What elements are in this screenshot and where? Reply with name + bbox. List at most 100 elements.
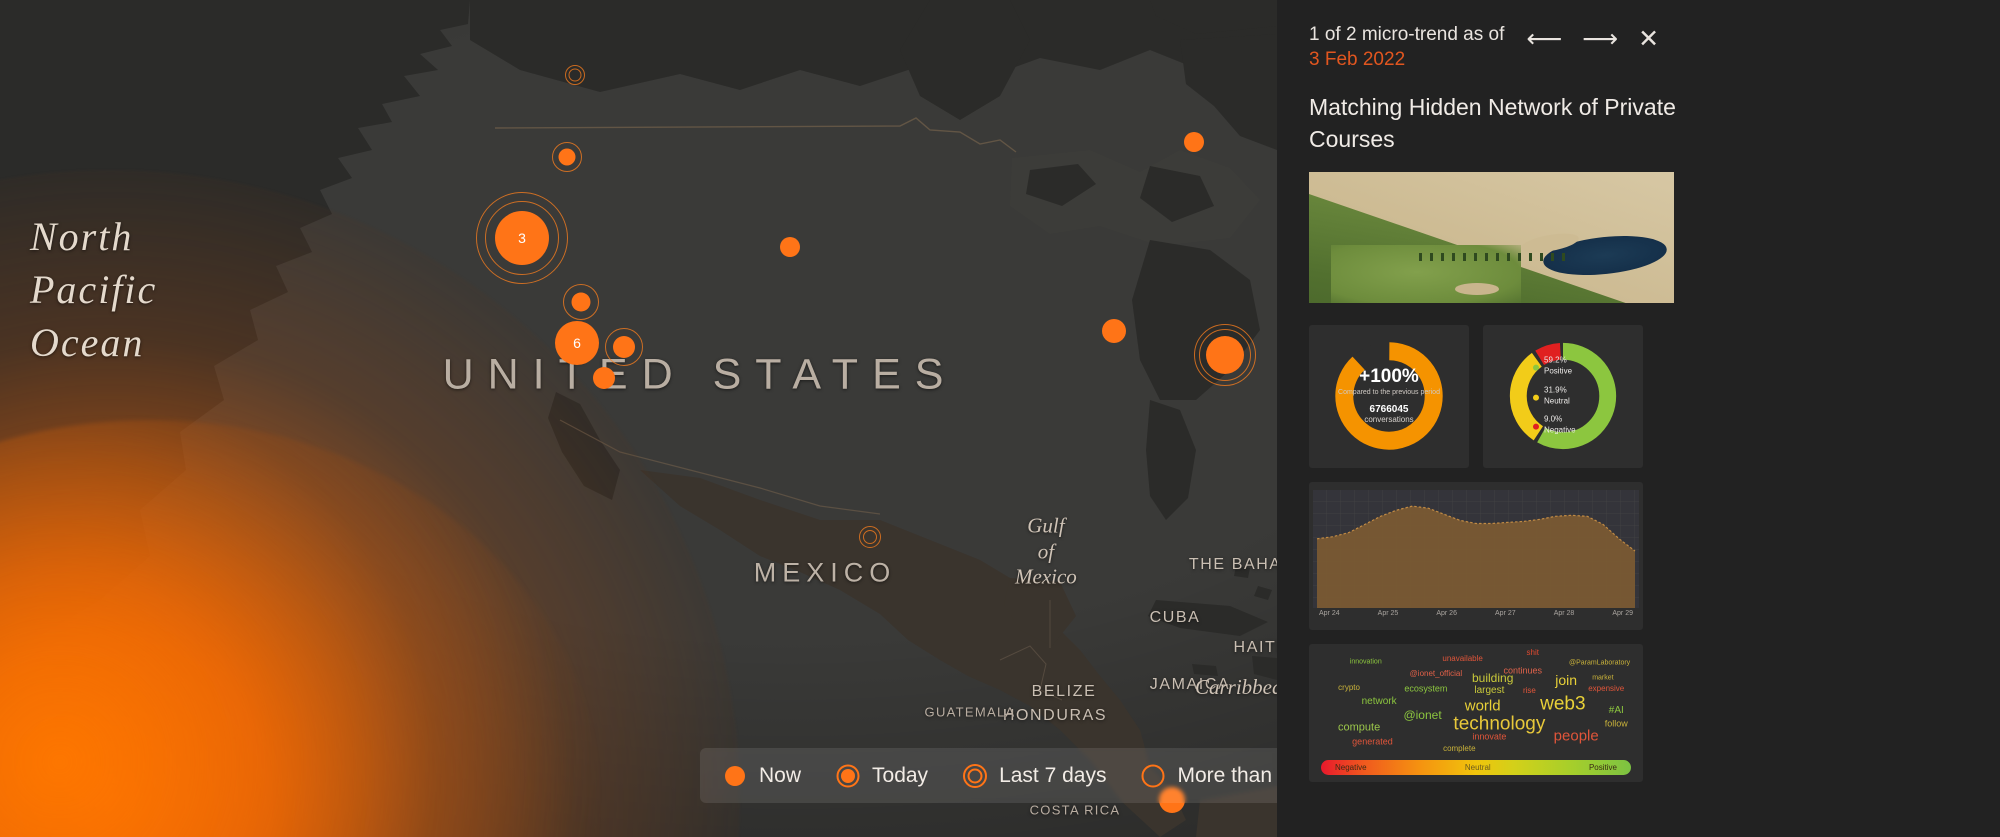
gradient-legend-negative: Negative	[1335, 762, 1367, 772]
cloud-word[interactable]: network	[1361, 695, 1397, 707]
cloud-word[interactable]: #AI	[1608, 705, 1624, 717]
map-marker-dot[interactable]	[613, 336, 635, 358]
cloud-word[interactable]: web3	[1540, 693, 1586, 715]
cloud-word[interactable]: innovation	[1349, 658, 1382, 666]
keyword-cloud[interactable]: innovation unavailable shit @ParamLaborator…	[1309, 644, 1643, 782]
map-marker[interactable]	[563, 284, 599, 320]
map-marker[interactable]	[552, 142, 582, 172]
map-marker-dot[interactable]	[558, 148, 576, 166]
map-marker-dot[interactable]	[1102, 319, 1126, 343]
cloud-word[interactable]: @ParamLaboratory	[1568, 659, 1631, 667]
sentiment-legend-neutral: 31.9% Neutral	[1533, 385, 1576, 407]
map-marker-cluster[interactable]: 6	[555, 321, 599, 365]
cloud-word[interactable]: unavailable	[1442, 653, 1483, 663]
map-marker-dot[interactable]	[780, 237, 800, 257]
conversation-volume-chart: Apr 24 Apr 25 Apr 26 Apr 27 Apr 28 Apr 29	[1309, 481, 1643, 630]
keyword-cloud-card: innovation unavailable shit @ParamLaborator…	[1309, 643, 1643, 782]
sentiment-label: Positive	[1544, 366, 1573, 376]
cloud-word[interactable]: people	[1553, 727, 1599, 745]
map-marker-ring	[568, 68, 582, 82]
dot-with-ring-icon	[835, 763, 861, 789]
cloud-word[interactable]: ecosystem	[1404, 683, 1448, 694]
cloud-word[interactable]: largest	[1474, 684, 1505, 696]
map-marker[interactable]	[859, 526, 881, 548]
close-panel-button[interactable]: ✕	[1638, 24, 1660, 53]
map-marker[interactable]	[780, 237, 800, 257]
micro-trend-detail-panel: 1 of 2 micro-trend as of 3 Feb 2022 ⟵ ⟶ …	[1277, 0, 2000, 837]
cloud-word[interactable]: generated	[1352, 736, 1393, 747]
map-marker[interactable]	[1184, 132, 1204, 152]
map-marker-ring	[476, 192, 568, 284]
double-ring-icon	[962, 763, 988, 789]
map-marker[interactable]	[593, 367, 615, 389]
legend-item-label: More than 7 days ago	[1177, 763, 1277, 787]
volume-donut-center: +100% Compared to the previous period 67…	[1330, 337, 1448, 455]
cloud-word[interactable]: follow	[1604, 718, 1628, 729]
cloud-word[interactable]: rise	[1522, 685, 1536, 695]
cloud-word[interactable]: compute	[1337, 721, 1381, 734]
x-axis-tick: Apr 29	[1612, 609, 1633, 617]
map-marker[interactable]	[565, 65, 585, 85]
legend-item-now[interactable]: Now	[722, 763, 801, 789]
x-axis-tick: Apr 25	[1377, 609, 1399, 617]
legend-item-label: Last 7 days	[999, 763, 1107, 787]
legend-item-label: Today	[872, 763, 929, 787]
cloud-word[interactable]: join	[1555, 671, 1578, 688]
cloud-word[interactable]: @ionet_official	[1409, 668, 1463, 678]
previous-trend-button[interactable]: ⟵	[1526, 24, 1563, 53]
map-marker[interactable]	[1194, 324, 1256, 386]
map-marker-dot[interactable]	[571, 292, 591, 312]
map-marker-ring	[565, 65, 585, 85]
cloud-word[interactable]: crypto	[1338, 682, 1360, 692]
cloud-word[interactable]: continues	[1503, 665, 1543, 676]
conversation-count: 6766045	[1369, 404, 1409, 416]
map-marker-cluster[interactable]: 3	[495, 211, 549, 265]
sentiment-bullet	[1533, 394, 1539, 401]
map-marker-ring	[863, 530, 877, 544]
map-marker-dot[interactable]	[1184, 132, 1204, 152]
sentiment-donut-chart	[1504, 337, 1622, 455]
volume-change-value: +100%	[1359, 366, 1419, 388]
cloud-word[interactable]: building	[1472, 671, 1514, 686]
conversation-count-label: conversations	[1364, 415, 1414, 425]
map-legend[interactable]: Now Today Last 7 days More than 7 days ago	[700, 748, 1277, 803]
map-marker-ring	[1199, 329, 1251, 381]
gradient-legend-positive: Positive	[1588, 762, 1617, 772]
legend-item-today[interactable]: Today	[835, 763, 928, 789]
panel-header: 1 of 2 micro-trend as of 3 Feb 2022 ⟵ ⟶ …	[1309, 22, 1974, 72]
cloud-word[interactable]: @ionet	[1403, 708, 1442, 723]
conversation-volume-area-svg	[1313, 489, 1639, 608]
sentiment-legend-negative: 9.0% Negative	[1533, 415, 1576, 437]
map-canvas[interactable]: North Pacific Ocean UNITED STATES MEXICO Gulf…	[0, 0, 1277, 837]
cloud-word[interactable]: shit	[1526, 648, 1539, 658]
cloud-word[interactable]: world	[1464, 697, 1501, 715]
map-marker-dot[interactable]	[593, 367, 615, 389]
map-marker[interactable]	[605, 328, 643, 366]
legend-item-more-than-7-days-ago[interactable]: More than 7 days ago	[1140, 763, 1277, 789]
cloud-word[interactable]: complete	[1443, 743, 1476, 753]
legend-item-last-7-days[interactable]: Last 7 days	[962, 763, 1106, 789]
volume-chart-x-axis: Apr 24 Apr 25 Apr 26 Apr 27 Apr 28 Apr 29	[1313, 608, 1639, 617]
map-marker[interactable]: 6	[555, 321, 599, 365]
next-trend-button[interactable]: ⟶	[1582, 24, 1619, 53]
map-marker-ring	[485, 201, 559, 275]
volume-change-card: +100% Compared to the previous period 67…	[1309, 324, 1469, 468]
map-marker-ring	[1194, 324, 1256, 386]
map-marker-dot[interactable]	[1206, 336, 1244, 374]
trend-title: Matching Hidden Network of Private Cours…	[1309, 94, 1676, 152]
cloud-word[interactable]: innovate	[1472, 731, 1507, 742]
sentiment-legend-positive: 59.2% Positive	[1533, 356, 1576, 378]
cloud-word[interactable]: expensive	[1588, 684, 1625, 694]
legend-item-label: Now	[759, 763, 802, 787]
volume-change-subtitle: Compared to the previous period	[1338, 389, 1440, 397]
map-marker[interactable]	[1102, 319, 1126, 343]
sentiment-legend: 59.2% Positive 31.9% Neutral 9.0% Negative	[1533, 356, 1576, 437]
x-axis-tick: Apr 27	[1495, 609, 1516, 617]
sentiment-legend-text: 9.0% Negative	[1544, 415, 1576, 437]
cloud-word[interactable]: technology	[1453, 713, 1546, 735]
metric-cards-row: +100% Compared to the previous period 67…	[1309, 324, 1974, 468]
map-marker[interactable]: 3	[476, 192, 568, 284]
cloud-word[interactable]: market	[1592, 674, 1614, 682]
sentiment-arc-positive	[1509, 342, 1617, 450]
